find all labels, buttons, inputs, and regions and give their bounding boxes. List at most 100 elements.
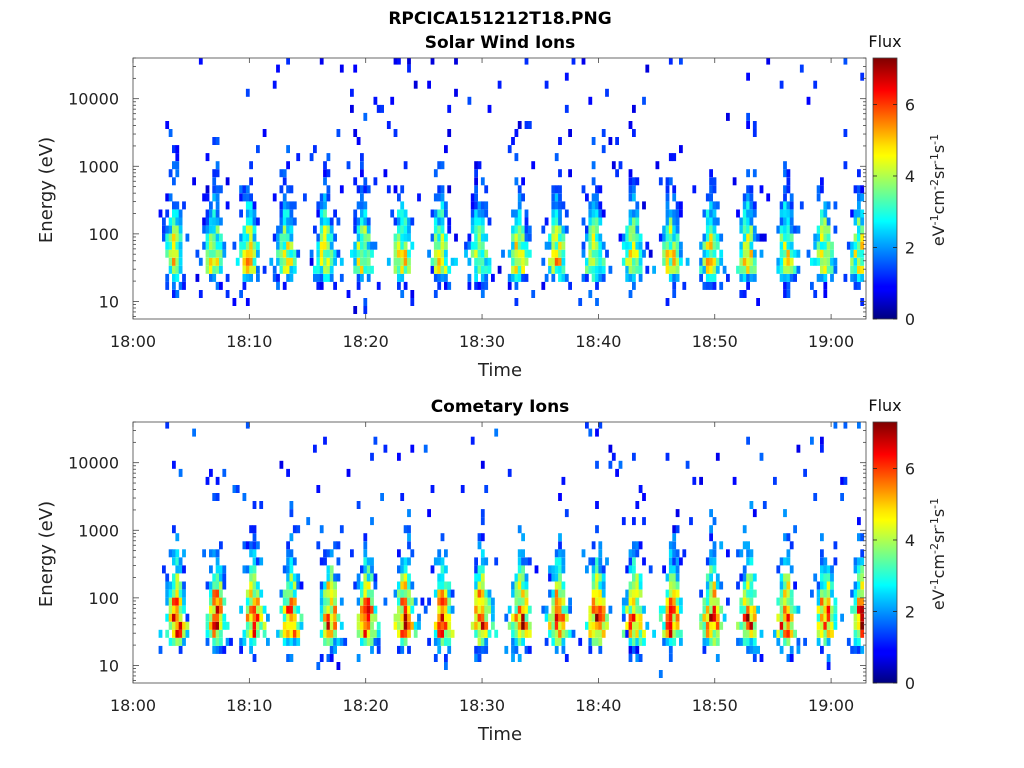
spectrogram-cell <box>860 217 865 226</box>
spectrogram-cell <box>480 177 485 186</box>
spectrogram-cell <box>219 629 223 638</box>
spectrogram-cell <box>491 273 495 282</box>
spectrogram-cell <box>239 233 243 242</box>
spectrogram-cell <box>333 581 337 590</box>
spectrogram-cell <box>857 629 861 638</box>
spectrogram-cell <box>319 249 324 258</box>
spectrogram-cell <box>679 58 683 65</box>
spectrogram-cell <box>554 233 559 242</box>
spectrogram-cell <box>376 621 381 630</box>
spectrogram-cell <box>514 645 519 654</box>
spectrogram-cell <box>820 629 824 638</box>
spectrogram-cell <box>628 177 633 186</box>
spectrogram-cell <box>658 233 663 242</box>
spectrogram-cell <box>739 549 744 558</box>
spectrogram-cell <box>178 589 183 598</box>
spectrogram-cell <box>272 80 277 89</box>
spectrogram-cell <box>370 241 374 250</box>
spectrogram-cell <box>440 273 445 282</box>
spectrogram-cell <box>628 265 633 274</box>
spectrogram-cell <box>178 621 183 630</box>
spectrogram-cell <box>370 249 374 258</box>
spectrogram-cell <box>601 597 606 606</box>
spectrogram-cell <box>239 645 243 654</box>
spectrogram-cell <box>635 241 640 250</box>
spectrogram-cell <box>709 185 713 194</box>
spectrogram-cell <box>548 257 552 266</box>
spectrogram-cell <box>477 597 482 606</box>
spectrogram-cell <box>739 573 744 582</box>
spectrogram-cell <box>823 281 828 290</box>
spectrogram-cell <box>360 597 364 606</box>
spectrogram-cell <box>403 249 408 258</box>
spectrogram-cell <box>376 645 381 654</box>
spectrogram-cell <box>316 201 321 210</box>
spectrogram-cell <box>668 257 673 266</box>
spectrogram-cell <box>397 581 401 590</box>
spectrogram-cell <box>598 613 603 622</box>
spectrogram-cell <box>853 605 858 614</box>
spectrogram-cell <box>548 573 552 582</box>
spectrogram-cell <box>679 557 683 566</box>
spectrogram-cell <box>326 185 331 194</box>
spectrogram-cell <box>370 637 374 646</box>
spectrogram-cell <box>514 597 519 606</box>
spectrogram-cell <box>256 621 260 630</box>
spectrogram-cell <box>256 249 260 258</box>
spectrogram-cell <box>521 565 525 574</box>
spectrogram-cell <box>296 573 301 582</box>
spectrogram-cell <box>591 637 596 646</box>
spectrogram-cell <box>212 273 217 282</box>
spectrogram-cell <box>400 629 405 638</box>
spectrogram-cell <box>742 605 747 614</box>
spectrogram-cell <box>168 605 173 614</box>
spectrogram-cell <box>400 581 405 590</box>
spectrogram-cell <box>296 621 301 630</box>
spectrogram-cell <box>632 629 636 638</box>
spectrogram-cell <box>511 645 515 654</box>
spectrogram-cell <box>172 629 176 638</box>
spectrogram-cell <box>665 452 670 461</box>
spectrogram-cell <box>209 613 213 622</box>
spectrogram-cell <box>474 597 478 606</box>
spectrogram-cell <box>635 549 640 558</box>
spectrogram-cell <box>665 201 670 210</box>
spectrogram-cell <box>356 613 361 622</box>
spectrogram-cell <box>400 597 405 606</box>
spectrogram-cell <box>239 605 243 614</box>
spectrogram-cell <box>595 265 599 274</box>
spectrogram-cell <box>403 281 408 290</box>
spectrogram-cell <box>242 265 247 274</box>
spectrogram-cell <box>591 565 596 574</box>
spectrogram-cell <box>598 541 603 550</box>
spectrogram-cell <box>558 541 562 550</box>
spectrogram-cell <box>480 637 485 646</box>
spectrogram-cell <box>558 557 562 566</box>
spectrogram-cell <box>266 613 270 622</box>
spectrogram-cell <box>803 468 807 477</box>
spectrogram-cell <box>776 565 781 574</box>
spectrogram-cell <box>752 589 757 598</box>
spectrogram-cell <box>467 241 472 250</box>
spectrogram-cell <box>168 169 173 178</box>
spectrogram-cell <box>454 257 458 266</box>
spectrogram-cell <box>692 476 697 485</box>
spectrogram-cell <box>514 233 519 242</box>
spectrogram-cell <box>175 169 180 178</box>
spectrogram-cell <box>786 637 791 646</box>
spectrogram-cell <box>403 637 408 646</box>
spectrogram-cell <box>709 281 713 290</box>
spectrogram-cell <box>665 605 670 614</box>
spectrogram-cell <box>564 104 569 113</box>
spectrogram-cell <box>726 597 730 606</box>
x-tick-label: 18:40 <box>575 696 621 715</box>
spectrogram-cell <box>212 257 217 266</box>
spectrogram-cell <box>591 581 596 590</box>
spectrogram-cell <box>635 621 640 630</box>
spectrogram-cell <box>178 581 183 590</box>
spectrogram-cell <box>820 597 824 606</box>
spectrogram-cell <box>638 637 643 646</box>
spectrogram-cell <box>172 161 176 170</box>
spectrogram-cell <box>289 501 294 509</box>
spectrogram-cell <box>672 589 677 598</box>
